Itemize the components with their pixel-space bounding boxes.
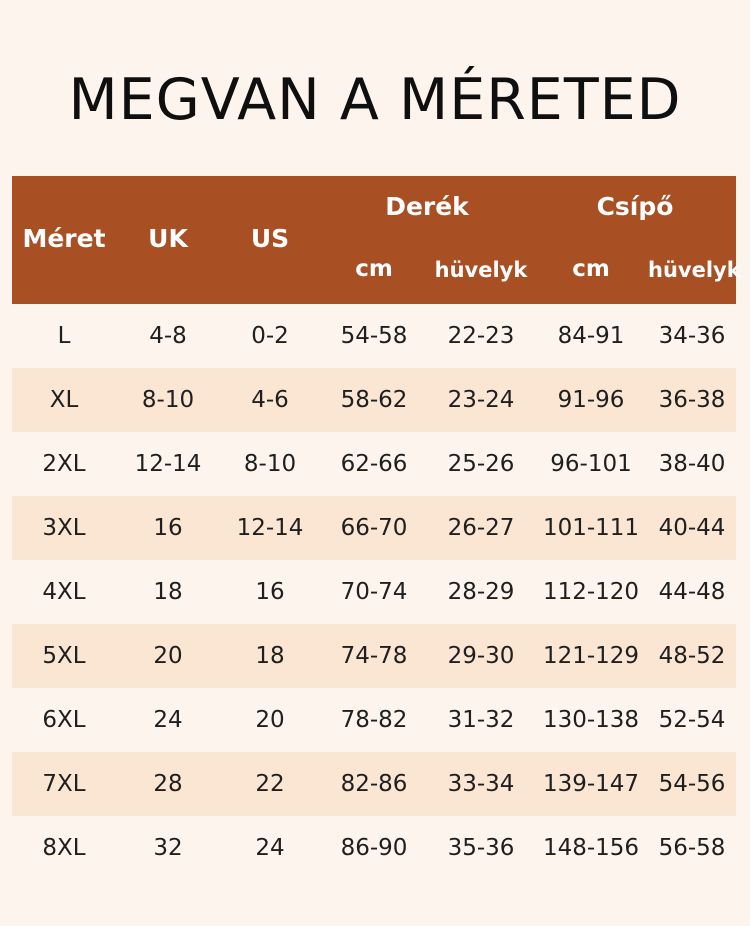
cell-uk: 24 bbox=[153, 707, 183, 733]
cell-waist-inch: 23-24 bbox=[447, 387, 515, 413]
cell-waist-inch: 26-27 bbox=[447, 515, 515, 541]
cell-us: 22 bbox=[255, 771, 285, 797]
cell-hip-inch: 54-56 bbox=[658, 771, 726, 797]
cell-uk: 12-14 bbox=[134, 451, 202, 477]
header-waist-cm: cm bbox=[355, 256, 393, 282]
cell-size: 3XL bbox=[42, 515, 86, 541]
table-row: 5XL 20 18 74-78 29-30 121-129 48-52 bbox=[12, 624, 736, 688]
table-header: Méret UK US Derék Csípő cm hüvelyk cm hü… bbox=[12, 176, 741, 304]
header-hip: Csípő bbox=[596, 192, 674, 221]
cell-hip-inch: 36-38 bbox=[658, 387, 726, 413]
cell-waist-cm: 82-86 bbox=[340, 771, 408, 797]
size-table: Méret UK US Derék Csípő cm hüvelyk cm hü… bbox=[12, 176, 741, 880]
cell-hip-cm: 91-96 bbox=[557, 387, 625, 413]
header-waist: Derék bbox=[385, 192, 469, 221]
header-hip-cm: cm bbox=[572, 256, 610, 282]
cell-hip-cm: 130-138 bbox=[542, 707, 640, 733]
cell-hip-inch: 48-52 bbox=[658, 643, 726, 669]
cell-hip-inch: 40-44 bbox=[658, 515, 726, 541]
cell-waist-inch: 25-26 bbox=[447, 451, 515, 477]
table-row: 8XL 32 24 86-90 35-36 148-156 56-58 bbox=[12, 816, 736, 880]
cell-size: 7XL bbox=[42, 771, 86, 797]
cell-waist-inch: 28-29 bbox=[447, 579, 515, 605]
cell-uk: 32 bbox=[153, 835, 183, 861]
cell-waist-cm: 62-66 bbox=[340, 451, 408, 477]
header-hip-inch: hüvelyk bbox=[648, 258, 741, 282]
cell-uk: 28 bbox=[153, 771, 183, 797]
table-row: 6XL 24 20 78-82 31-32 130-138 52-54 bbox=[12, 688, 736, 752]
cell-uk: 18 bbox=[153, 579, 183, 605]
cell-waist-cm: 86-90 bbox=[340, 835, 408, 861]
cell-size: L bbox=[57, 323, 71, 349]
cell-hip-inch: 44-48 bbox=[658, 579, 726, 605]
header-us: US bbox=[250, 224, 290, 253]
cell-waist-cm: 78-82 bbox=[340, 707, 408, 733]
header-waist-inch: hüvelyk bbox=[434, 258, 528, 282]
cell-size: 5XL bbox=[42, 643, 86, 669]
cell-hip-inch: 52-54 bbox=[658, 707, 726, 733]
cell-hip-inch: 38-40 bbox=[658, 451, 726, 477]
cell-us: 24 bbox=[255, 835, 285, 861]
table-row: XL 8-10 4-6 58-62 23-24 91-96 36-38 bbox=[12, 368, 736, 432]
header-size: Méret bbox=[22, 224, 106, 253]
table-row: 4XL 18 16 70-74 28-29 112-120 44-48 bbox=[12, 560, 736, 624]
cell-hip-cm: 148-156 bbox=[542, 835, 640, 861]
cell-uk: 8-10 bbox=[141, 387, 195, 413]
table-row: 2XL 12-14 8-10 62-66 25-26 96-101 38-40 bbox=[12, 432, 736, 496]
cell-uk: 20 bbox=[153, 643, 183, 669]
cell-waist-inch: 22-23 bbox=[447, 323, 515, 349]
cell-us: 12-14 bbox=[236, 515, 304, 541]
cell-uk: 4-8 bbox=[149, 323, 187, 349]
cell-us: 4-6 bbox=[251, 387, 289, 413]
page-title: MEGVAN A MÉRETED bbox=[68, 67, 682, 133]
cell-us: 0-2 bbox=[251, 323, 289, 349]
header-uk: UK bbox=[148, 224, 188, 253]
cell-hip-cm: 139-147 bbox=[542, 771, 640, 797]
cell-uk: 16 bbox=[153, 515, 183, 541]
table-row: 7XL 28 22 82-86 33-34 139-147 54-56 bbox=[12, 752, 736, 816]
cell-hip-cm: 96-101 bbox=[550, 451, 632, 477]
cell-waist-inch: 31-32 bbox=[447, 707, 515, 733]
table-body: L 4-8 0-2 54-58 22-23 84-91 34-36 XL 8-10 4-6 58-6… bbox=[12, 304, 736, 880]
cell-hip-inch: 34-36 bbox=[658, 323, 726, 349]
cell-waist-inch: 33-34 bbox=[447, 771, 515, 797]
cell-us: 16 bbox=[255, 579, 285, 605]
cell-size: 6XL bbox=[42, 707, 86, 733]
cell-waist-cm: 58-62 bbox=[340, 387, 408, 413]
cell-waist-inch: 35-36 bbox=[447, 835, 515, 861]
cell-size: XL bbox=[49, 387, 79, 413]
cell-us: 20 bbox=[255, 707, 285, 733]
cell-hip-cm: 101-111 bbox=[542, 515, 640, 541]
cell-size: 8XL bbox=[42, 835, 86, 861]
cell-waist-cm: 74-78 bbox=[340, 643, 408, 669]
cell-us: 8-10 bbox=[243, 451, 297, 477]
table-row: 3XL 16 12-14 66-70 26-27 101-111 40-44 bbox=[12, 496, 736, 560]
cell-hip-cm: 121-129 bbox=[542, 643, 640, 669]
cell-waist-cm: 66-70 bbox=[340, 515, 408, 541]
cell-us: 18 bbox=[255, 643, 285, 669]
cell-waist-cm: 54-58 bbox=[340, 323, 408, 349]
cell-waist-inch: 29-30 bbox=[447, 643, 515, 669]
cell-hip-cm: 112-120 bbox=[542, 579, 640, 605]
cell-hip-cm: 84-91 bbox=[557, 323, 625, 349]
cell-waist-cm: 70-74 bbox=[340, 579, 408, 605]
cell-size: 4XL bbox=[42, 579, 86, 605]
cell-hip-inch: 56-58 bbox=[658, 835, 726, 861]
table-row: L 4-8 0-2 54-58 22-23 84-91 34-36 bbox=[12, 304, 736, 368]
cell-size: 2XL bbox=[42, 451, 86, 477]
